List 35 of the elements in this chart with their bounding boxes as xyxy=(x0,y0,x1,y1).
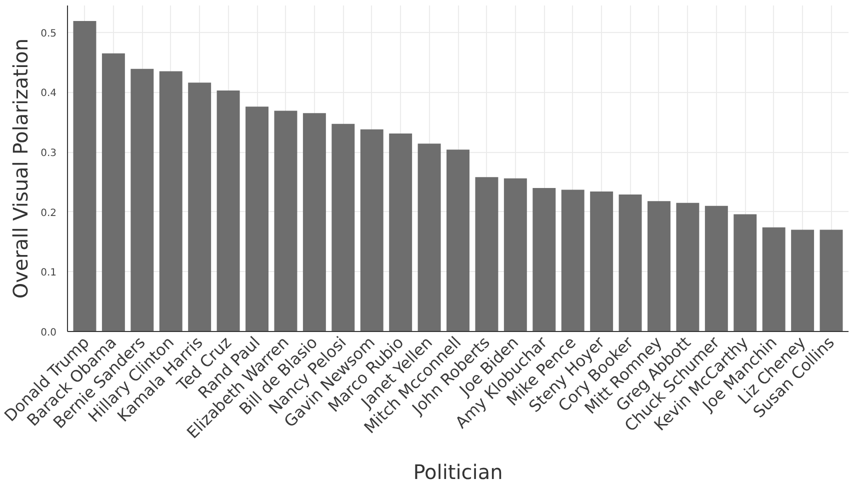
bar xyxy=(475,177,498,332)
bar xyxy=(274,110,298,332)
bar xyxy=(762,227,786,332)
y-tick-label: 0.3 xyxy=(40,148,57,160)
y-tick-label: 0.0 xyxy=(40,328,57,338)
bar xyxy=(820,230,843,332)
x-axis-title: Politician xyxy=(413,460,503,484)
bar xyxy=(504,178,527,332)
bar xyxy=(159,71,182,332)
y-axis-title: Overall Visual Polarization xyxy=(8,38,33,299)
bar xyxy=(188,82,212,332)
bar xyxy=(590,192,614,332)
bar xyxy=(389,134,412,332)
bar xyxy=(648,201,670,332)
bar xyxy=(130,68,154,332)
bar xyxy=(332,124,355,332)
bar xyxy=(791,230,814,332)
bar xyxy=(418,144,441,332)
y-tick-label: 0.1 xyxy=(40,268,57,279)
bar xyxy=(446,150,470,332)
bar xyxy=(734,214,757,332)
bar xyxy=(73,21,96,332)
bar xyxy=(216,90,240,332)
bar xyxy=(102,53,125,332)
bar xyxy=(360,129,384,332)
bar xyxy=(246,106,268,332)
bar xyxy=(618,194,642,332)
bar xyxy=(561,190,584,332)
y-tick-label: 0.5 xyxy=(40,28,57,40)
bar xyxy=(532,188,556,332)
y-tick-label: 0.2 xyxy=(40,208,57,219)
bar xyxy=(704,206,728,332)
bar xyxy=(676,202,700,332)
bar xyxy=(302,113,326,332)
y-tick-label: 0.4 xyxy=(40,88,57,100)
